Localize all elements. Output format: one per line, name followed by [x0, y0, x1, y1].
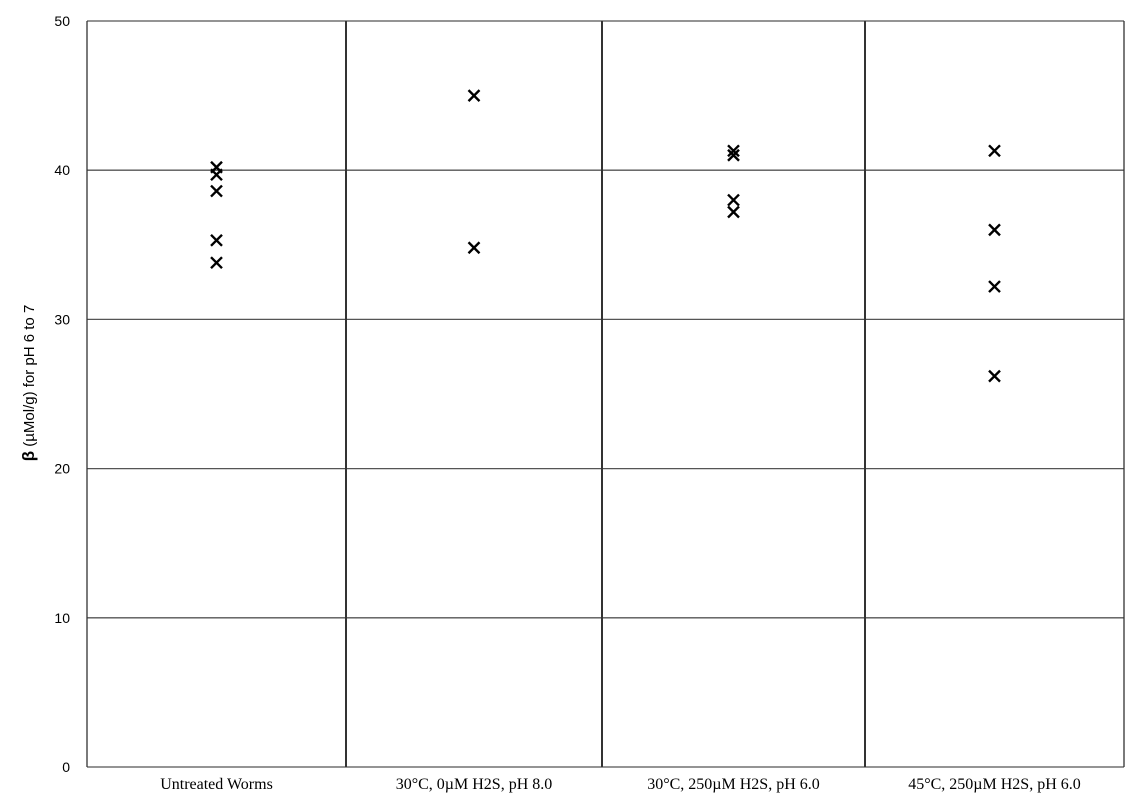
data-points: [210, 89, 1001, 383]
data-point-marker: [727, 148, 740, 162]
data-point-marker: [988, 223, 1001, 237]
y-tick-label: 10: [54, 610, 70, 626]
data-point-marker: [210, 256, 223, 270]
y-tick-label: 20: [54, 461, 70, 477]
data-point-marker: [988, 280, 1001, 293]
y-axis-ticks: 0 10 20 30 40 50: [54, 13, 70, 775]
data-point-marker: [210, 233, 223, 247]
data-point-marker: [210, 184, 223, 198]
x-category-label: 30°C, 250µM H2S, pH 6.0: [647, 776, 820, 793]
x-axis-categories: Untreated Worms 30°C, 0µM H2S, pH 8.0 30°C…: [160, 776, 1081, 793]
x-category-label: Untreated Worms: [160, 776, 273, 793]
data-point-marker: [988, 144, 1001, 158]
x-category-label: 45°C, 250µM H2S, pH 6.0: [908, 776, 1081, 793]
y-axis-label-text: (µMol/g) for pH 6 to 7: [21, 305, 38, 451]
y-axis-label: β (µMol/g) for pH 6 to 7: [19, 305, 38, 462]
data-point-marker: [727, 205, 740, 219]
y-tick-label: 50: [54, 13, 70, 29]
data-point-marker: [727, 193, 740, 207]
data-point-marker: [467, 89, 481, 102]
y-tick-label: 30: [54, 311, 70, 327]
y-tick-label: 40: [54, 162, 70, 178]
x-category-label: 30°C, 0µM H2S, pH 8.0: [396, 776, 553, 793]
data-point-marker: [988, 369, 1001, 383]
y-tick-label: 0: [62, 759, 70, 775]
data-point-marker: [727, 144, 740, 158]
gridlines: [86, 20, 1125, 768]
y-axis-label-symbol: β: [19, 451, 38, 461]
data-point-marker: [210, 168, 223, 182]
data-point-marker: [467, 241, 481, 255]
